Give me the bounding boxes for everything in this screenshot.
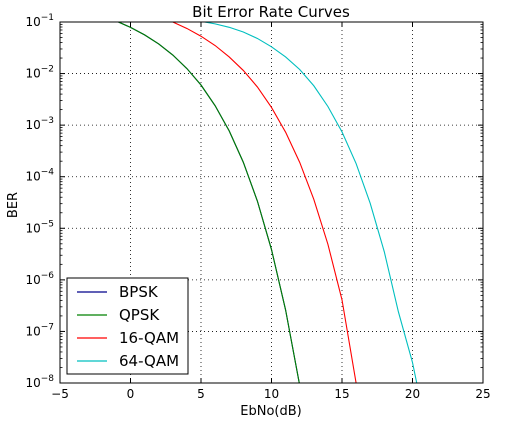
y-tick-label: 10−3 <box>25 116 54 132</box>
y-axis-ticks: 10−1 10−2 10−3 10−4 10−5 10−6 10−7 10−8 <box>25 13 483 390</box>
series-line-16-qam <box>172 22 357 383</box>
x-tick-label: 5 <box>197 387 205 401</box>
y-tick-label: 10−5 <box>25 219 54 235</box>
y-tick-label: 10−7 <box>25 322 54 338</box>
y-tick-label: 10−1 <box>25 13 54 29</box>
series-layer <box>117 22 418 383</box>
x-tick-label: 10 <box>264 387 279 401</box>
x-tick-label: 25 <box>475 387 490 401</box>
x-axis-ticks: −5 0 5 10 15 20 25 <box>51 22 491 401</box>
x-tick-label: 0 <box>127 387 135 401</box>
y-tick-label: 10−2 <box>25 65 54 81</box>
legend-label-bpsk: BPSK <box>119 283 159 301</box>
y-tick-label: 10−4 <box>25 168 54 184</box>
x-tick-label: 15 <box>334 387 349 401</box>
x-tick-label: −5 <box>51 387 69 401</box>
legend: BPSK QPSK 16-QAM 64-QAM <box>66 277 189 375</box>
legend-box <box>66 277 189 375</box>
legend-label-qpsk: QPSK <box>119 306 160 324</box>
legend-label-64-qam: 64-QAM <box>119 352 179 370</box>
grid <box>60 22 483 383</box>
series-line-64-qam <box>201 22 418 383</box>
legend-label-16-qam: 16-QAM <box>119 329 179 347</box>
x-axis-title: EbNo(dB) <box>240 404 301 419</box>
x-tick-label: 20 <box>405 387 420 401</box>
chart-title: Bit Error Rate Curves <box>192 3 350 21</box>
series-line-qpsk <box>117 22 300 383</box>
y-tick-label: 10−6 <box>25 271 54 287</box>
y-axis-title: BER <box>6 192 21 218</box>
y-tick-label: 10−8 <box>25 374 54 390</box>
